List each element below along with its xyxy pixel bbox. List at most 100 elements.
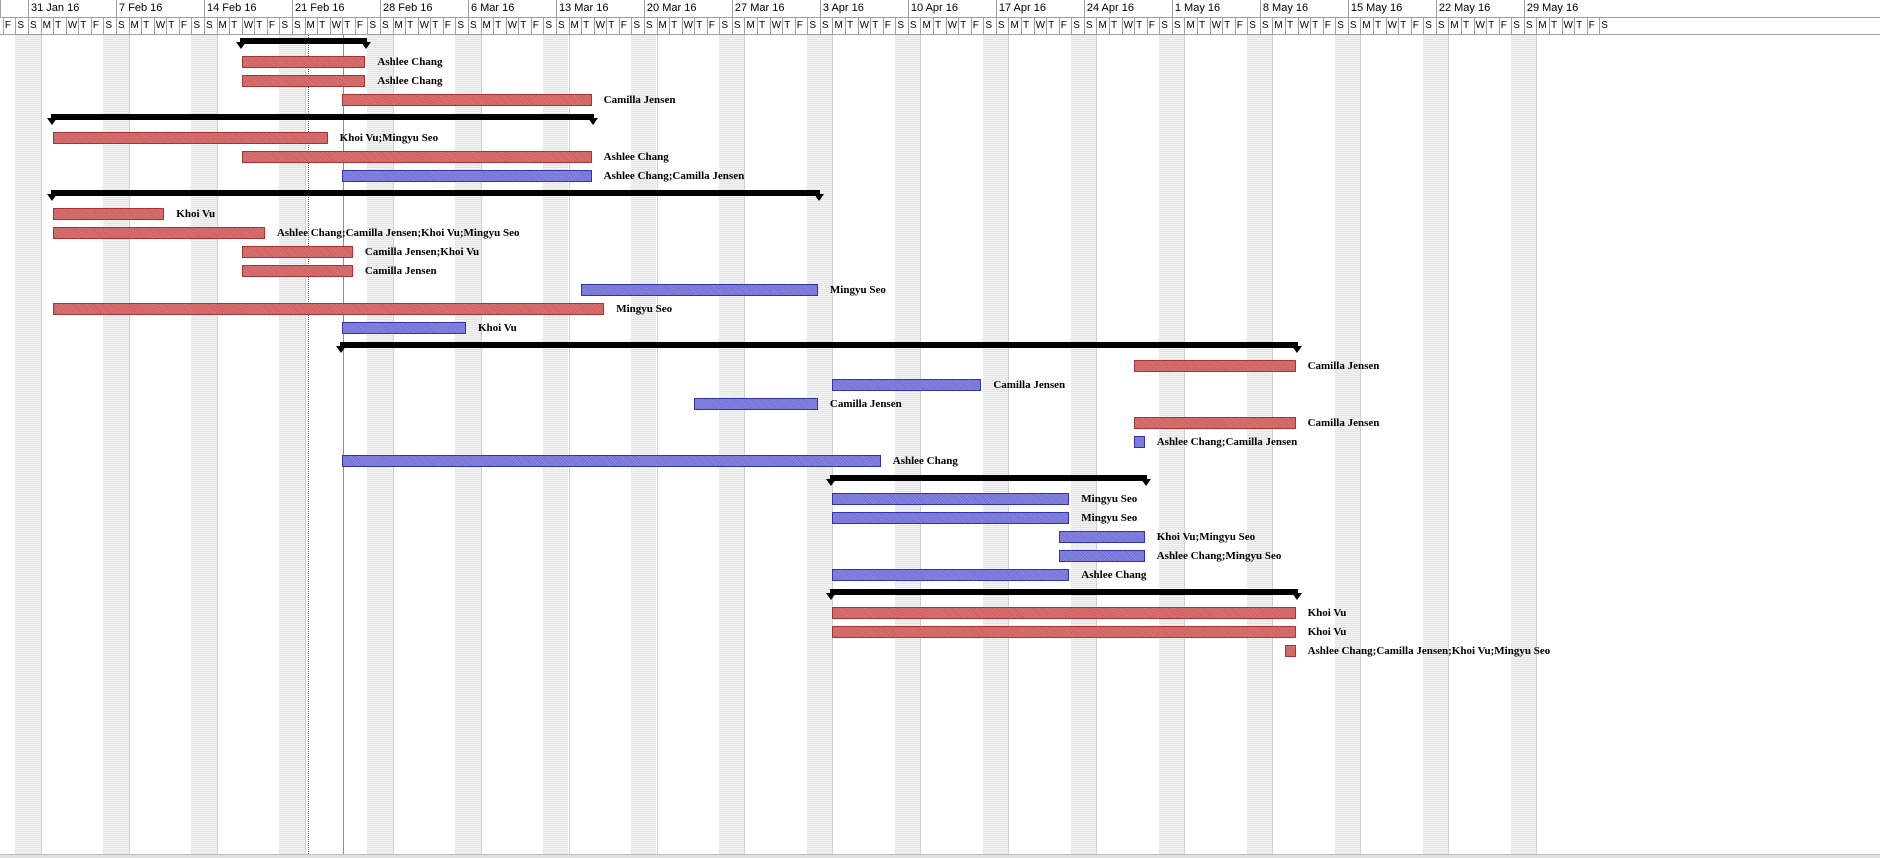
timescale-day: M bbox=[1184, 17, 1197, 34]
timescale-day: W bbox=[769, 17, 783, 34]
task-bar[interactable] bbox=[832, 569, 1070, 581]
nonworking-time bbox=[631, 35, 657, 858]
task-bar[interactable] bbox=[342, 322, 466, 334]
summary-bar[interactable] bbox=[47, 114, 598, 125]
resource-name-label: Khoi Vu bbox=[477, 322, 517, 334]
timescale-day: M bbox=[40, 17, 54, 34]
critical-task-bar[interactable] bbox=[53, 132, 328, 144]
critical-task-bar[interactable] bbox=[342, 94, 592, 106]
task-bar[interactable] bbox=[832, 493, 1070, 505]
timescale-day: T bbox=[845, 17, 858, 34]
timescale-day: T bbox=[1372, 17, 1386, 34]
timescale-day: M bbox=[1272, 17, 1285, 34]
timescale-day: S bbox=[103, 17, 116, 34]
timescale-day: M bbox=[304, 17, 318, 34]
resource-name-label: Ashlee Chang;Camilla Jensen bbox=[1156, 436, 1298, 448]
timescale-day: S bbox=[455, 17, 468, 34]
timescale-day: S bbox=[1335, 17, 1348, 34]
timescale-day: F bbox=[442, 17, 456, 34]
week-gridline bbox=[40, 35, 42, 858]
timescale-day: F bbox=[1146, 17, 1160, 34]
timescale-day: W bbox=[1385, 17, 1399, 34]
task-bar[interactable] bbox=[581, 284, 818, 296]
critical-task-bar[interactable] bbox=[241, 56, 366, 68]
critical-task-bar[interactable] bbox=[241, 246, 353, 258]
timescale-day: M bbox=[1536, 17, 1549, 34]
timescale-day: T bbox=[229, 17, 242, 34]
timescale-day: S bbox=[983, 17, 996, 34]
timescale-day: M bbox=[216, 17, 230, 34]
timescale-day: T bbox=[518, 17, 531, 34]
resource-name-label: Khoi Vu bbox=[1307, 626, 1347, 638]
task-bar[interactable] bbox=[342, 455, 881, 467]
task-bar[interactable] bbox=[832, 379, 982, 391]
critical-task-bar[interactable] bbox=[832, 607, 1296, 619]
timescale-day: F bbox=[970, 17, 984, 34]
task-bar[interactable] bbox=[694, 398, 818, 410]
week-gridline bbox=[744, 35, 746, 858]
critical-task-bar[interactable] bbox=[53, 208, 165, 220]
task-bar[interactable] bbox=[1058, 531, 1145, 543]
resource-name-label: Camilla Jensen;Khoi Vu bbox=[364, 246, 480, 258]
summary-bar[interactable] bbox=[826, 589, 1302, 600]
timescale-day: T bbox=[1285, 17, 1298, 34]
timescale-day: W bbox=[1473, 17, 1487, 34]
timescale-week: 17 Apr 16 bbox=[995, 0, 1084, 17]
timescale-day: S bbox=[1599, 17, 1612, 34]
resource-name-label: Mingyu Seo bbox=[1081, 512, 1138, 524]
critical-task-bar[interactable] bbox=[1134, 417, 1296, 429]
timescale-day: W bbox=[417, 17, 431, 34]
timescale-day: F bbox=[354, 17, 368, 34]
critical-task-bar[interactable] bbox=[832, 626, 1296, 638]
timescale-day: T bbox=[1197, 17, 1210, 34]
timescale-week: 28 Feb 16 bbox=[379, 0, 468, 17]
timescale-day: T bbox=[870, 17, 883, 34]
timescale-day: S bbox=[1435, 17, 1449, 34]
critical-task-bar[interactable] bbox=[241, 151, 592, 163]
week-gridline bbox=[1096, 35, 1098, 858]
summary-bar[interactable] bbox=[826, 475, 1151, 486]
critical-task-bar[interactable] bbox=[53, 227, 265, 239]
task-bar[interactable] bbox=[1058, 550, 1145, 562]
timescale-day: W bbox=[153, 17, 167, 34]
resource-name-label: Camilla Jensen bbox=[1307, 417, 1380, 429]
timescale-day: F bbox=[530, 17, 544, 34]
critical-task-bar[interactable] bbox=[53, 303, 605, 315]
critical-task-bar[interactable] bbox=[241, 75, 366, 87]
horizontal-scrollbar[interactable] bbox=[0, 854, 1880, 858]
timescale-day: S bbox=[467, 17, 481, 34]
timescale-day: F bbox=[1322, 17, 1336, 34]
resource-name-label: Ashlee Chang;Mingyu Seo bbox=[1156, 550, 1282, 562]
timescale-week: 27 Mar 16 bbox=[731, 0, 820, 17]
resource-name-label: Ashlee Chang bbox=[377, 56, 443, 68]
summary-bar[interactable] bbox=[235, 38, 372, 49]
resource-name-label: Camilla Jensen bbox=[364, 265, 437, 277]
resource-name-label: Mingyu Seo bbox=[829, 284, 886, 296]
task-bar[interactable] bbox=[1134, 436, 1145, 448]
timescale-day: S bbox=[1247, 17, 1260, 34]
timescale-day: T bbox=[78, 17, 91, 34]
timescale-day: T bbox=[1310, 17, 1323, 34]
week-gridline bbox=[568, 35, 570, 858]
nonworking-time bbox=[279, 35, 305, 858]
task-bar[interactable] bbox=[342, 170, 592, 182]
task-bar[interactable] bbox=[832, 512, 1070, 524]
timescale-day: T bbox=[405, 17, 418, 34]
timescale-day: W bbox=[505, 17, 519, 34]
gantt-bars-area[interactable]: Ashlee Chang Ashlee Chang Camilla Jensen Kh… bbox=[0, 35, 1880, 858]
resource-name-label: Mingyu Seo bbox=[616, 303, 673, 315]
timescale-day: T bbox=[606, 17, 619, 34]
timescale-day: S bbox=[543, 17, 556, 34]
critical-task-bar[interactable] bbox=[1285, 645, 1296, 657]
summary-bar[interactable] bbox=[47, 190, 824, 201]
timescale-day: S bbox=[191, 17, 204, 34]
critical-task-bar[interactable] bbox=[241, 265, 353, 277]
timescale-day: T bbox=[669, 17, 682, 34]
timescale-day: T bbox=[933, 17, 946, 34]
timescale-day: S bbox=[28, 17, 41, 34]
critical-task-bar[interactable] bbox=[1134, 360, 1296, 372]
timescale-day: M bbox=[1096, 17, 1109, 34]
timescale-day: W bbox=[1209, 17, 1223, 34]
resource-name-label: Ashlee Chang;Camilla Jensen;Khoi Vu;Ming… bbox=[276, 227, 520, 239]
summary-bar[interactable] bbox=[336, 342, 1302, 353]
